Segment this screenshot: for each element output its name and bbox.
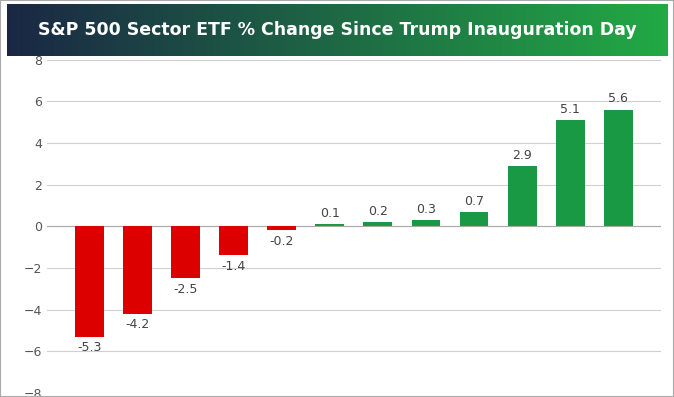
Text: 5.6: 5.6 xyxy=(608,93,628,106)
Bar xyxy=(171,226,200,278)
Bar xyxy=(123,226,152,314)
Bar xyxy=(412,220,440,226)
Text: -0.2: -0.2 xyxy=(270,235,294,248)
Bar xyxy=(315,224,344,226)
Text: -2.5: -2.5 xyxy=(173,283,197,295)
Text: 2.9: 2.9 xyxy=(512,149,532,162)
Bar xyxy=(268,226,296,230)
Bar xyxy=(604,110,633,226)
Text: 5.1: 5.1 xyxy=(560,103,580,116)
Text: 0.7: 0.7 xyxy=(464,195,484,208)
Bar xyxy=(75,226,104,337)
Bar xyxy=(508,166,537,226)
Text: S&P 500 Sector ETF % Change Since Trump Inauguration Day: S&P 500 Sector ETF % Change Since Trump … xyxy=(38,21,636,39)
Text: 0.3: 0.3 xyxy=(416,203,436,216)
Bar xyxy=(556,120,584,226)
Text: -5.3: -5.3 xyxy=(78,341,102,354)
Bar xyxy=(363,222,392,226)
Bar xyxy=(219,226,248,256)
Text: 0.1: 0.1 xyxy=(320,207,340,220)
Text: -1.4: -1.4 xyxy=(222,260,246,273)
Text: 0.2: 0.2 xyxy=(368,205,388,218)
Bar xyxy=(460,212,489,226)
Text: -4.2: -4.2 xyxy=(125,318,150,331)
